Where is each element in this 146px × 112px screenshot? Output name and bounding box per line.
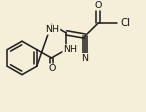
Text: O: O [49,64,56,73]
Text: NH: NH [45,25,59,34]
Text: N: N [81,54,88,63]
Text: O: O [95,1,102,10]
Text: NH: NH [63,45,77,54]
Text: Cl: Cl [120,18,130,28]
